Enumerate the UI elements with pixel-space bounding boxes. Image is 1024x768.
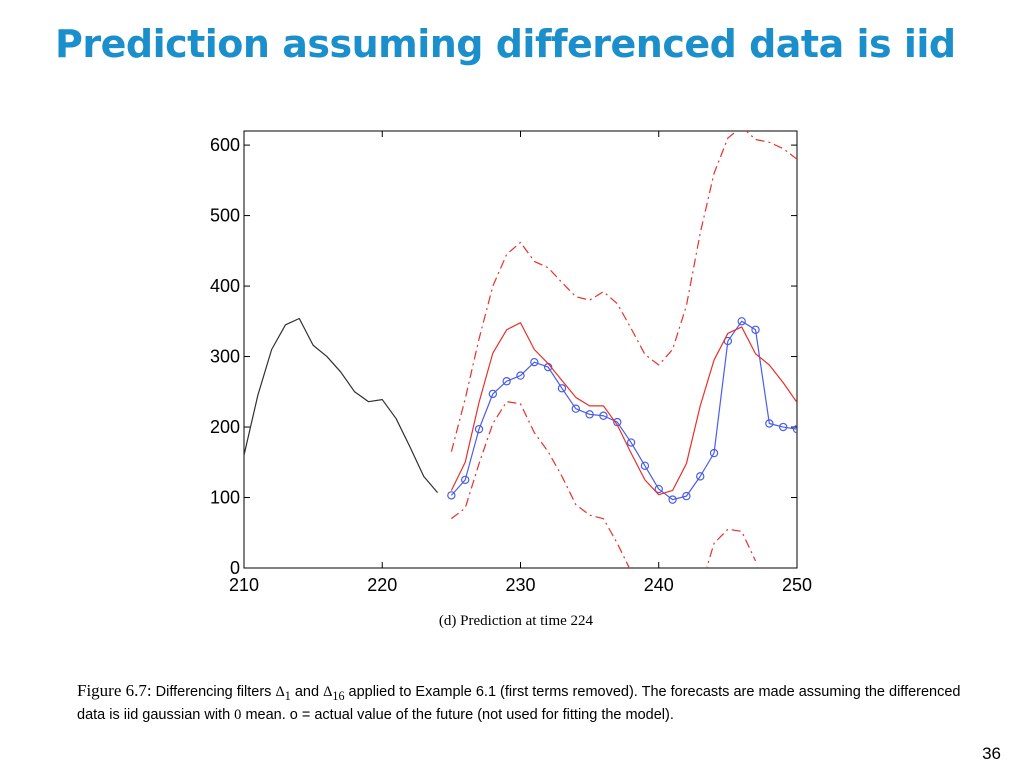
caption-text-4: mean. o = actual value of the future (no… [241,706,674,723]
chart-subcaption: (d) Prediction at time 224 [439,613,594,629]
plot-area [243,130,798,569]
x-tick-label: 210 [229,575,259,595]
caption-text-1: Differencing filters [151,684,276,700]
series-line-4 [451,401,757,568]
figure-caption: Figure 6.7: Differencing filters Δ1 and … [77,681,977,725]
figure-label: Figure 6.7: [77,681,152,700]
slide-title: Prediction assuming differenced data is … [55,22,956,66]
data-point [654,484,663,494]
data-point [585,410,594,419]
data-point [709,448,719,458]
series-layer [244,131,797,568]
data-point [599,411,608,420]
data-point [778,422,788,432]
data-point [737,317,746,326]
series-line-2 [450,322,797,496]
data-point [488,389,498,399]
data-point [640,461,650,470]
delta-subscript-1: 1 [284,688,291,703]
y-tick-label: 300 [210,347,240,367]
series-line-3 [450,131,797,452]
caption-text-3: applied to Example 6.1 (first terms remo… [77,684,961,723]
slide-number: 36 [982,744,1001,763]
data-point [682,491,691,501]
caption-text-2: and [290,684,324,700]
y-tick-label: 100 [210,488,240,508]
data-point [530,357,539,367]
x-tick-label: 230 [505,575,535,595]
data-point [751,325,760,334]
math-zero: 0 [234,706,242,723]
delta-subscript-2: 16 [332,688,345,703]
y-tick-label: 600 [210,135,240,155]
chart: 210 220 230 240 250 0 100 200 300 400 500 600 (d) P… [210,130,812,629]
y-tick-label: 0 [230,558,240,578]
x-tick-label: 220 [367,575,397,595]
data-point [502,377,511,386]
data-point [792,424,797,434]
y-tick-label: 400 [210,276,240,296]
data-point [474,424,484,434]
y-tick-label: 200 [210,417,240,437]
y-tick-label: 500 [210,206,240,226]
data-point [668,495,677,504]
tick-marks [243,131,798,569]
data-point [516,371,525,380]
x-tick-label: 250 [782,575,812,595]
data-point [571,404,581,413]
data-point [447,491,456,500]
tick-labels: 210 220 230 240 250 0 100 200 300 400 500 600 [210,135,812,595]
series-line-0 [244,317,439,493]
data-point [626,438,636,447]
x-tick-label: 240 [644,575,674,595]
data-point [461,475,470,485]
delta-symbol-2: Δ [323,684,333,700]
delta-symbol-1: Δ [275,684,285,700]
data-point [696,472,705,481]
data-point [765,419,774,428]
data-point [557,384,567,393]
